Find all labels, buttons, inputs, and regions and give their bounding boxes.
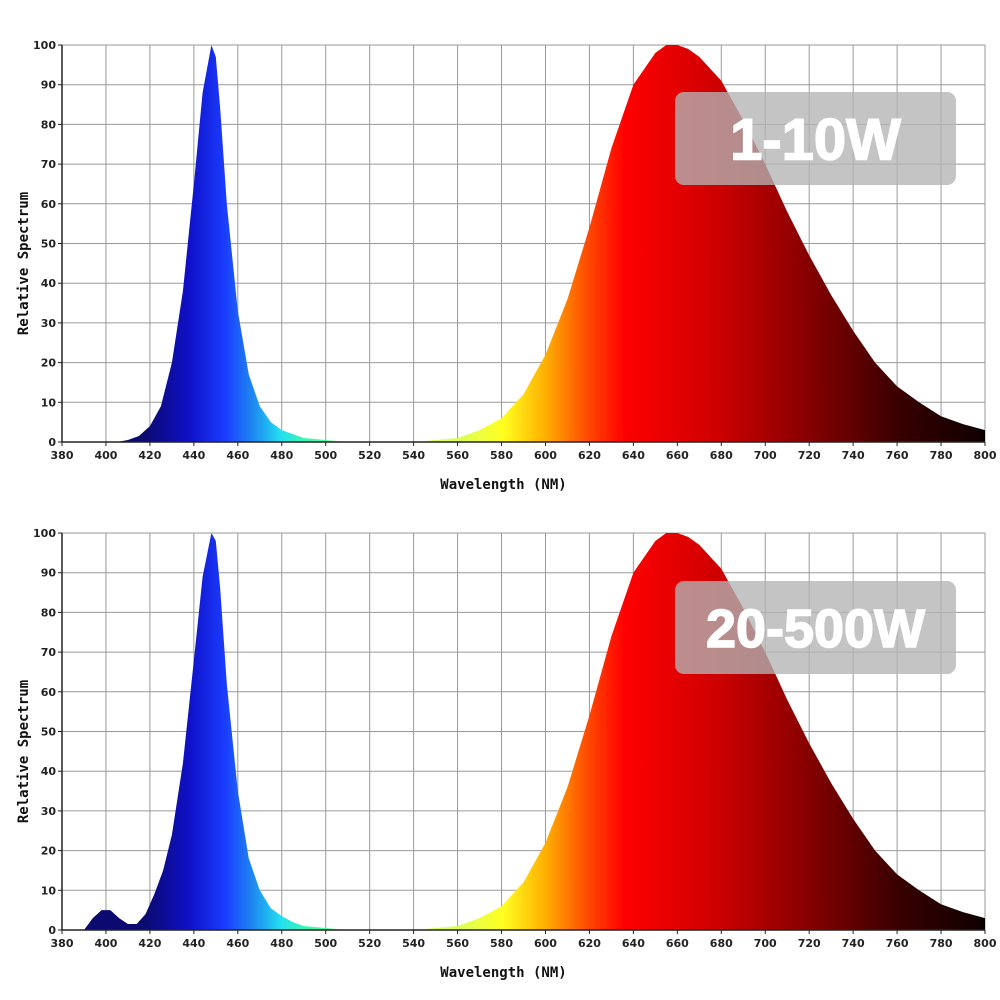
y-tick-label: 0	[48, 924, 56, 937]
spectrum-areas	[62, 45, 985, 442]
x-tick-label: 580	[490, 937, 513, 950]
y-tick-label: 60	[41, 198, 57, 211]
x-tick-label: 560	[446, 937, 469, 950]
x-tick-label: 620	[578, 449, 601, 462]
x-tick-label: 460	[226, 937, 249, 950]
x-axis-title: Wavelength (NM)	[440, 477, 566, 493]
wattage-badge-label: 20-500W	[706, 599, 925, 659]
y-tick-label: 100	[33, 527, 56, 540]
x-tick-label: 720	[798, 449, 821, 462]
x-tick-label: 380	[51, 937, 74, 950]
y-tick-label: 80	[41, 606, 57, 619]
x-tick-label: 760	[886, 449, 909, 462]
x-tick-label: 780	[930, 937, 953, 950]
x-tick-label: 500	[314, 449, 337, 462]
x-tick-label: 420	[138, 449, 161, 462]
spectrum-areas	[84, 533, 985, 930]
y-tick-label: 60	[41, 686, 57, 699]
x-tick-label: 580	[490, 449, 513, 462]
wattage-badge: 1-10W	[675, 92, 956, 185]
x-tick-label: 640	[622, 449, 645, 462]
x-tick-label: 600	[534, 449, 557, 462]
x-tick-label: 700	[754, 937, 777, 950]
x-tick-label: 780	[930, 449, 953, 462]
x-tick-label: 540	[402, 449, 425, 462]
chart-panel-bottom: 380 400 420 440 460 480 500 520 540 560 580 600 620 6…	[16, 527, 997, 981]
x-tick-label: 500	[314, 937, 337, 950]
wattage-badge-label: 1-10W	[730, 107, 901, 172]
y-tick-label: 40	[41, 765, 57, 778]
x-tick-label: 660	[666, 449, 689, 462]
x-tick-label: 480	[270, 449, 293, 462]
y-tick-label: 50	[41, 238, 57, 251]
x-tick-label: 600	[534, 937, 557, 950]
x-tick-label: 720	[798, 937, 821, 950]
blue-spectrum-area	[62, 45, 370, 442]
x-tick-label: 540	[402, 937, 425, 950]
x-tick-label: 680	[710, 937, 733, 950]
red-spectrum-area	[369, 45, 985, 442]
y-tick-label: 90	[41, 79, 57, 92]
axis-ticks: 380 400 420 440 460 480 500 520 540 560 580 600 620 6…	[33, 39, 997, 462]
y-tick-label: 100	[33, 39, 56, 52]
x-tick-label: 740	[842, 937, 865, 950]
y-tick-label: 90	[41, 567, 57, 580]
x-tick-label: 480	[270, 937, 293, 950]
x-tick-label: 380	[51, 449, 74, 462]
y-tick-label: 10	[41, 884, 57, 897]
x-tick-label: 640	[622, 937, 645, 950]
x-tick-label: 560	[446, 449, 469, 462]
y-tick-label: 50	[41, 726, 57, 739]
y-tick-label: 80	[41, 118, 57, 131]
x-tick-label: 800	[974, 449, 997, 462]
x-tick-label: 680	[710, 449, 733, 462]
x-tick-label: 760	[886, 937, 909, 950]
y-tick-label: 20	[41, 357, 57, 370]
x-tick-label: 660	[666, 937, 689, 950]
x-tick-label: 520	[358, 937, 381, 950]
x-axis-title: Wavelength (NM)	[440, 965, 566, 981]
x-tick-label: 800	[974, 937, 997, 950]
y-tick-label: 30	[41, 317, 57, 330]
x-tick-label: 440	[182, 449, 205, 462]
wattage-badge: 20-500W	[675, 581, 956, 674]
y-tick-label: 70	[41, 158, 57, 171]
x-tick-label: 440	[182, 937, 205, 950]
y-tick-label: 30	[41, 805, 57, 818]
chart-panel-top: 380 400 420 440 460 480 500 520 540 560 580 600 620 6…	[16, 39, 997, 493]
x-tick-label: 620	[578, 937, 601, 950]
wattage-badge-background	[675, 581, 956, 674]
y-tick-label: 40	[41, 277, 57, 290]
x-tick-label: 400	[94, 937, 117, 950]
red-spectrum-area	[369, 533, 985, 930]
x-tick-label: 740	[842, 449, 865, 462]
y-axis-title: Relative Spectrum	[16, 192, 32, 335]
x-tick-label: 460	[226, 449, 249, 462]
x-tick-label: 400	[94, 449, 117, 462]
y-axis-title: Relative Spectrum	[16, 680, 32, 823]
blue-spectrum-area	[84, 533, 370, 930]
y-tick-label: 0	[48, 436, 56, 449]
y-tick-label: 20	[41, 845, 57, 858]
y-tick-label: 10	[41, 396, 57, 409]
x-tick-label: 520	[358, 449, 381, 462]
wattage-badge-background	[675, 92, 956, 185]
x-tick-label: 700	[754, 449, 777, 462]
x-tick-label: 420	[138, 937, 161, 950]
y-tick-label: 70	[41, 646, 57, 659]
axis-ticks: 380 400 420 440 460 480 500 520 540 560 580 600 620 6…	[33, 527, 997, 950]
